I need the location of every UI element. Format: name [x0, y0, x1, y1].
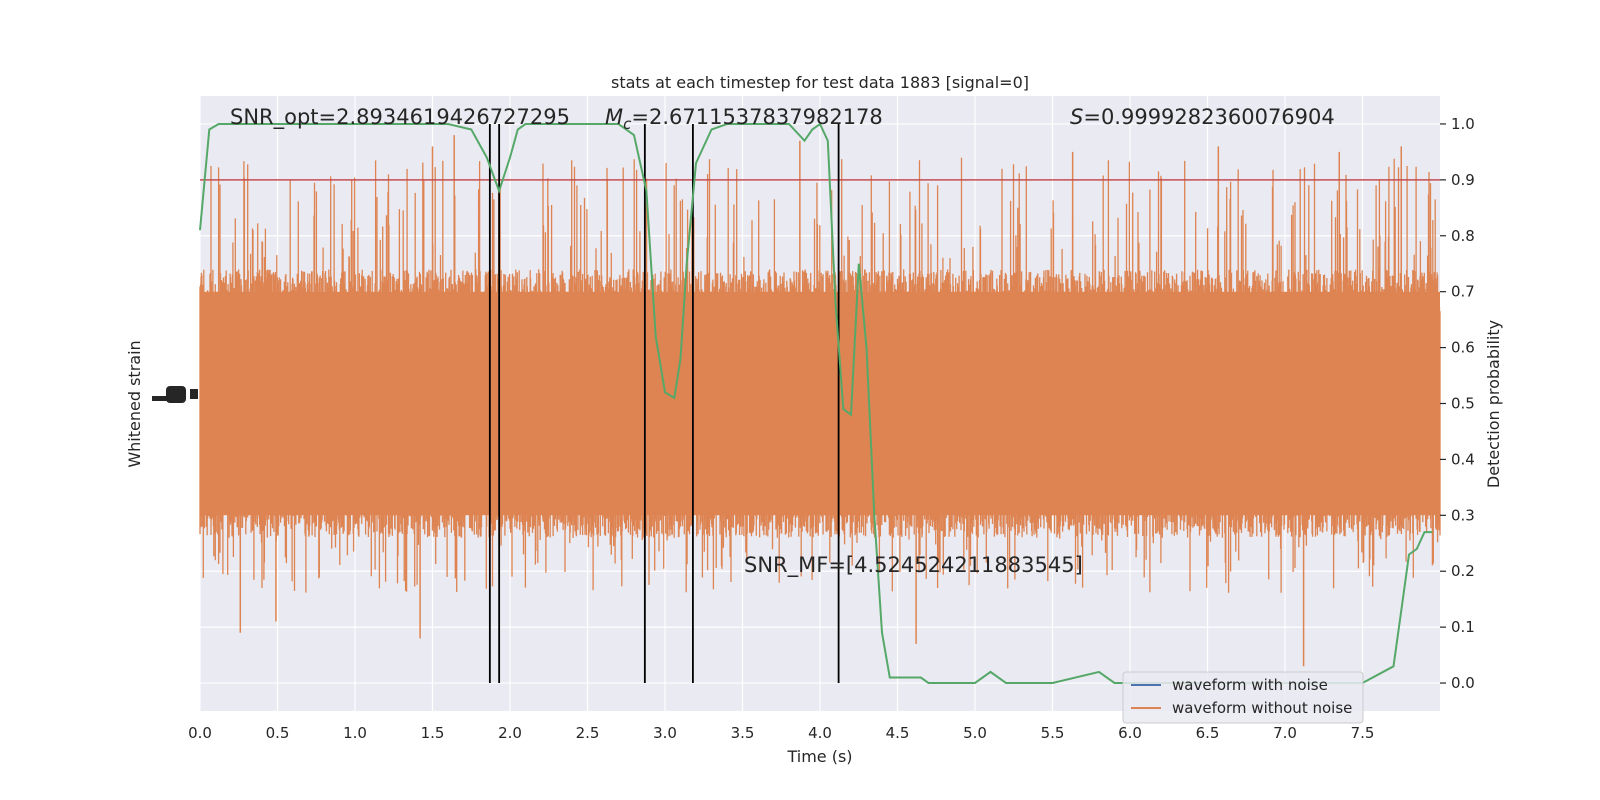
mc-symbol: M: [605, 105, 623, 129]
x-tick-label: 3.0: [653, 724, 677, 742]
right-tick-label: 0.4: [1451, 450, 1475, 468]
right-axis-label: Detection probability: [1484, 320, 1503, 488]
right-tick-label: 0.3: [1451, 506, 1475, 524]
x-tick-label: 0.5: [266, 724, 290, 742]
x-tick-label: 7.5: [1351, 724, 1375, 742]
legend-box: [1122, 671, 1364, 724]
chart-title: stats at each timestep for test data 188…: [611, 73, 1029, 92]
left-tick-blob: [166, 386, 186, 403]
x-tick-label: 2.5: [576, 724, 600, 742]
x-tick-label: 4.5: [886, 724, 910, 742]
series-waveform-without-noise: [199, 135, 1441, 667]
mc-subscript: c: [623, 115, 632, 133]
left-axis-overlapping-ticks: [152, 386, 198, 403]
x-tick-label: 5.5: [1041, 724, 1065, 742]
right-tick-label: 0.6: [1451, 339, 1475, 357]
legend: waveform with noise waveform without noi…: [1122, 671, 1364, 724]
right-tick-label: 0.8: [1451, 227, 1475, 245]
noise-strokes: [199, 157, 1441, 593]
right-tick-label: 0.0: [1451, 674, 1475, 692]
x-axis-ticks: 0.0 0.5 1.0 1.5 2.0 2.5 3.0 3.5 4.0 4.5 5.0 5.5 6.0 6…: [188, 724, 1374, 742]
right-tick-label: 0.5: [1451, 395, 1475, 413]
x-tick-label: 3.5: [731, 724, 755, 742]
legend-label: waveform with noise: [1172, 676, 1328, 694]
x-tick-label: 1.5: [421, 724, 445, 742]
left-tick-blob: [190, 389, 198, 399]
x-tick-label: 7.0: [1273, 724, 1297, 742]
snr-opt-annotation: SNR_opt=2.8934619426727295: [230, 105, 570, 130]
s-value: =0.9999282360076904: [1083, 105, 1334, 129]
right-tick-label: 1.0: [1451, 115, 1475, 133]
x-tick-label: 0.0: [188, 724, 212, 742]
right-axis-ticks: 0.0 0.1 0.2 0.3 0.4 0.5 0.6 0.7 0.8 0.9 1.0: [1440, 115, 1475, 692]
x-tick-label: 4.0: [808, 724, 832, 742]
s-annotation: S=0.9999282360076904: [1070, 105, 1335, 129]
mc-value: =2.6711537837982178: [631, 105, 882, 129]
snr-mf-annotation: SNR_MF=[4.524524211883545]: [744, 553, 1083, 578]
legend-label: waveform without noise: [1172, 699, 1352, 717]
right-tick-label: 0.1: [1451, 618, 1475, 636]
left-axis-label: Whitened strain: [125, 340, 144, 467]
right-tick-label: 0.9: [1451, 171, 1475, 189]
x-tick-label: 2.0: [498, 724, 522, 742]
right-tick-label: 0.2: [1451, 562, 1475, 580]
mc-annotation: Mc=2.6711537837982178: [605, 105, 883, 133]
x-tick-label: 5.0: [963, 724, 987, 742]
detection-probability-line: [199, 122, 1433, 684]
x-tick-label: 1.0: [343, 724, 367, 742]
x-tick-label: 6.5: [1196, 724, 1220, 742]
vertical-markers: [488, 123, 840, 684]
series-detection-probability: [199, 122, 1433, 684]
x-tick-label: 6.0: [1118, 724, 1142, 742]
s-symbol: S: [1070, 105, 1083, 129]
right-tick-label: 0.7: [1451, 283, 1475, 301]
x-axis-label: Time (s): [786, 747, 852, 766]
